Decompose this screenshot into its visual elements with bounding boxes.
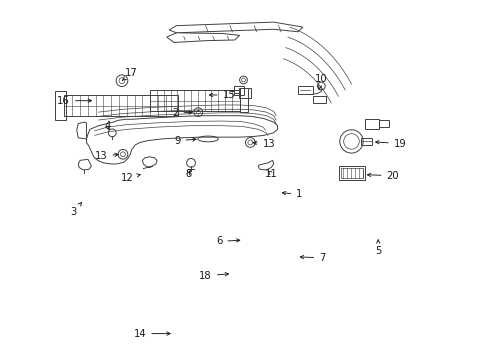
Text: 9: 9 bbox=[174, 136, 196, 146]
Bar bbox=[63, 95, 178, 116]
Text: 2: 2 bbox=[172, 108, 192, 118]
Text: 10: 10 bbox=[314, 74, 327, 90]
Text: 1: 1 bbox=[282, 189, 302, 199]
Text: 7: 7 bbox=[300, 253, 325, 263]
Text: 6: 6 bbox=[216, 237, 239, 247]
Text: 5: 5 bbox=[374, 240, 381, 256]
Text: 14: 14 bbox=[133, 329, 170, 339]
Bar bbox=[341, 168, 362, 178]
Bar bbox=[297, 86, 312, 94]
Bar bbox=[361, 138, 371, 145]
Text: 17: 17 bbox=[122, 68, 138, 80]
Polygon shape bbox=[169, 22, 302, 33]
Bar bbox=[339, 166, 364, 180]
Text: 8: 8 bbox=[185, 168, 191, 179]
Polygon shape bbox=[77, 122, 86, 139]
Bar bbox=[238, 88, 250, 98]
Text: 3: 3 bbox=[70, 203, 81, 217]
Polygon shape bbox=[78, 159, 91, 170]
Bar bbox=[365, 118, 378, 129]
Bar bbox=[239, 88, 248, 112]
Bar bbox=[55, 91, 65, 120]
Text: 16: 16 bbox=[57, 96, 91, 106]
Text: 4: 4 bbox=[104, 121, 110, 131]
Polygon shape bbox=[86, 116, 277, 164]
Bar bbox=[312, 96, 325, 103]
Text: 12: 12 bbox=[120, 173, 140, 183]
Polygon shape bbox=[166, 33, 239, 42]
Bar bbox=[149, 90, 239, 111]
Polygon shape bbox=[258, 160, 273, 170]
Bar bbox=[233, 86, 244, 95]
Text: 13: 13 bbox=[95, 151, 118, 161]
Text: 13: 13 bbox=[253, 139, 275, 149]
Text: 15: 15 bbox=[209, 90, 235, 100]
Text: 18: 18 bbox=[199, 271, 228, 281]
Text: 11: 11 bbox=[264, 168, 277, 179]
Text: 20: 20 bbox=[366, 171, 398, 181]
Text: 19: 19 bbox=[375, 139, 406, 149]
Bar bbox=[378, 120, 388, 127]
